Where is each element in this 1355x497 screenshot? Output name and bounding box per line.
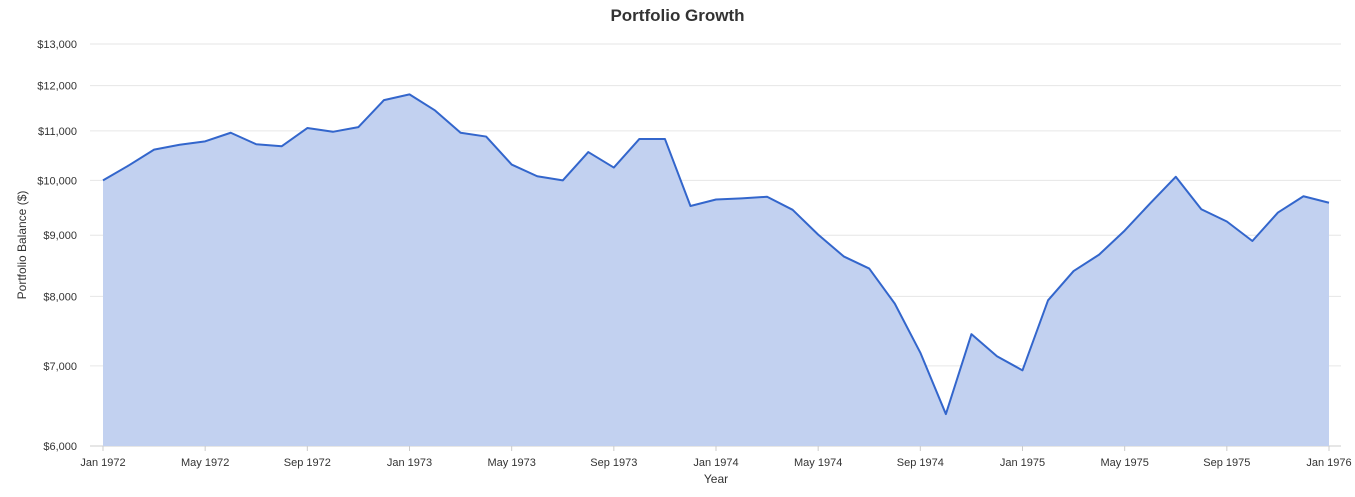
x-tick-label: Sep 1972 — [284, 457, 331, 469]
x-tick-label: Jan 1972 — [80, 457, 125, 469]
x-tick-label: May 1973 — [488, 457, 536, 469]
x-tick-label: Jan 1974 — [693, 457, 738, 469]
chart-title: Portfolio Growth — [610, 6, 745, 25]
x-axis-title: Year — [704, 472, 728, 486]
x-tick-label: Sep 1973 — [590, 457, 637, 469]
y-axis-title: Portfolio Balance ($) — [15, 191, 29, 300]
y-tick-label: $10,000 — [37, 175, 77, 187]
y-tick-label: $6,000 — [43, 441, 77, 453]
x-tick-label: May 1974 — [794, 457, 842, 469]
y-tick-label: $13,000 — [37, 39, 77, 51]
x-tick-label: May 1975 — [1101, 457, 1149, 469]
y-tick-label: $11,000 — [38, 126, 77, 138]
x-tick-label: Jan 1976 — [1306, 457, 1351, 469]
x-tick-label: Sep 1974 — [897, 457, 944, 469]
x-tick-label: May 1972 — [181, 457, 229, 469]
x-tick-label: Jan 1973 — [387, 457, 432, 469]
series-area — [103, 94, 1329, 446]
y-tick-label: $9,000 — [43, 230, 77, 242]
x-tick-label: Sep 1975 — [1203, 457, 1250, 469]
x-tick-label: Jan 1975 — [1000, 457, 1045, 469]
y-tick-label: $8,000 — [43, 291, 77, 303]
y-tick-label: $7,000 — [43, 361, 77, 373]
y-tick-label: $12,000 — [37, 81, 77, 93]
